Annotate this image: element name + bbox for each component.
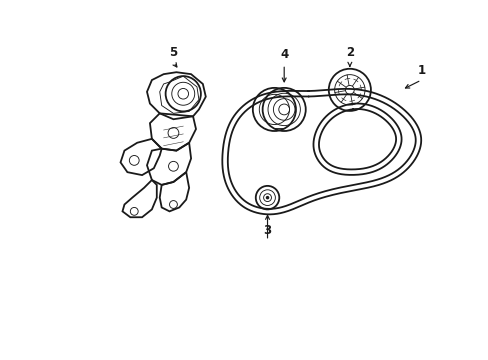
Text: 5: 5: [169, 46, 177, 59]
Circle shape: [265, 196, 269, 199]
Text: 3: 3: [263, 225, 271, 238]
Text: 2: 2: [345, 46, 353, 59]
Text: 1: 1: [416, 64, 425, 77]
Text: 4: 4: [280, 48, 288, 61]
